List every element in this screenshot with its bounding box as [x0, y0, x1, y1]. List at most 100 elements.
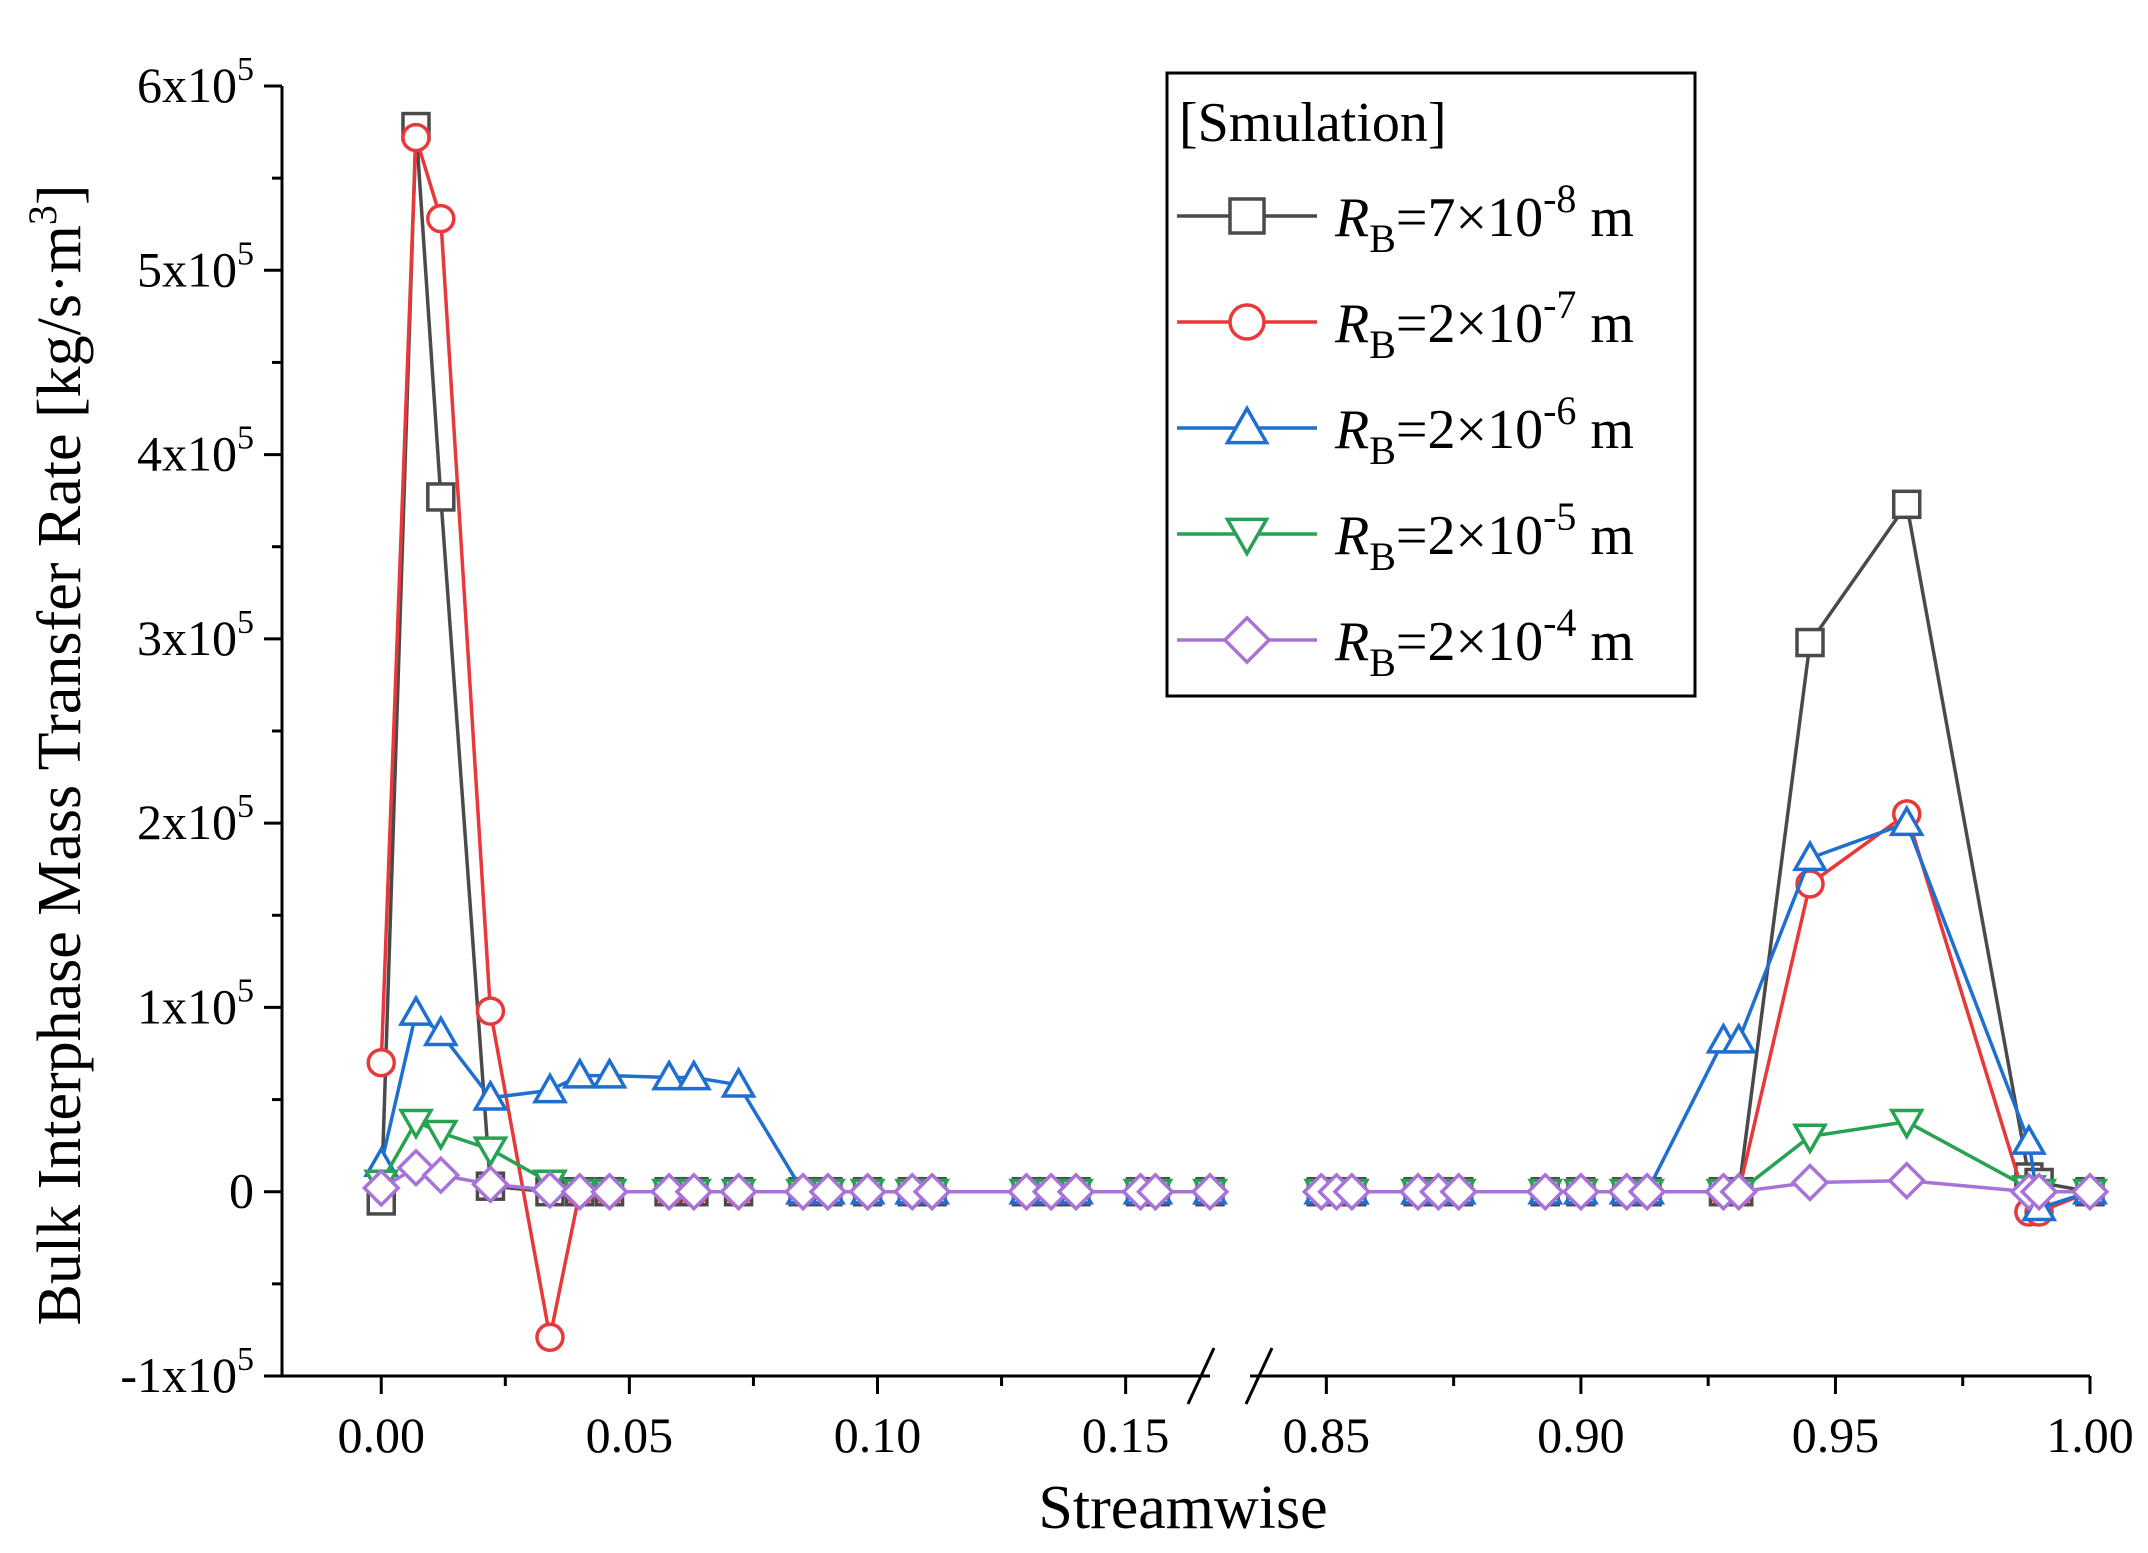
y-tick-label: 0	[229, 1163, 254, 1219]
legend-label-eq: =2×10	[1396, 505, 1543, 567]
y-tick-mantissa: 1x10	[137, 978, 237, 1034]
data-point	[719, 1172, 758, 1212]
legend-label-unit: m	[1576, 611, 1634, 673]
x-tick-label: 0.85	[1283, 1407, 1371, 1463]
x-axis-title: Streamwise	[1038, 1474, 1327, 1542]
data-point	[912, 1172, 952, 1212]
x-tick-label: 0.05	[586, 1407, 674, 1463]
data-point	[398, 1108, 434, 1141]
legend-label-sub: B	[1369, 428, 1396, 473]
y-tick-mantissa: 2x10	[137, 794, 237, 850]
y-tick-mantissa: 3x10	[137, 610, 237, 666]
y-axis-title-sup: 3	[20, 205, 65, 225]
data-point	[530, 1170, 570, 1210]
y-tick-label: -1x105	[120, 1341, 254, 1403]
legend-entry: RB=2×10-5 m	[1177, 494, 1634, 579]
tick-labels: 6x1055x1054x1053x1052x1051x1050-1x1050.0…	[120, 51, 2133, 1463]
data-point	[1792, 839, 1828, 872]
data-point	[560, 1172, 600, 1212]
data-point	[1719, 1172, 1759, 1212]
data-point	[651, 1058, 688, 1091]
data-point	[421, 1155, 461, 1195]
axis-break-mark	[1186, 1347, 1216, 1405]
data-point	[475, 996, 506, 1026]
y-tick-mantissa: -1x10	[120, 1347, 237, 1403]
data-point	[1332, 1172, 1372, 1212]
data-point	[366, 1047, 397, 1078]
legend-label-symbol: R	[1334, 293, 1369, 355]
data-point	[561, 1057, 598, 1089]
legend-label-unit: m	[1576, 187, 1634, 249]
y-tick-mantissa: 6x10	[137, 57, 237, 113]
y-tick-exponent: 5	[237, 51, 254, 88]
data-point	[808, 1172, 848, 1212]
legend-label-symbol: R	[1334, 611, 1369, 673]
y-tick-label: 3x105	[137, 604, 254, 666]
y-tick-exponent: 5	[237, 604, 254, 641]
legend-box	[1165, 71, 1697, 698]
legend-entry: RB=2×10-4 m	[1177, 600, 1634, 685]
y-tick-label: 6x105	[137, 51, 254, 113]
data-point	[426, 482, 456, 512]
data-point	[1790, 1163, 1830, 1202]
data-point	[1792, 1123, 1828, 1155]
y-axis-title: Bulk Interphase Mass Transfer Rate [kg/s…	[20, 184, 94, 1325]
axis-break-mark	[1244, 1347, 1274, 1405]
data-point	[674, 1172, 714, 1212]
y-tick-exponent: 5	[237, 788, 254, 825]
legend-label-exp: -4	[1543, 600, 1576, 645]
y-tick-exponent: 5	[237, 1341, 254, 1378]
legend-label-sub: B	[1369, 322, 1396, 367]
x-tick-label: 0.10	[834, 1407, 922, 1463]
legend-label-unit: m	[1576, 505, 1634, 567]
y-tick-exponent: 5	[237, 420, 254, 457]
data-point	[401, 122, 431, 153]
series-layer	[361, 111, 2110, 1353]
legend-label-symbol: R	[1334, 399, 1369, 461]
legend-marker	[1224, 404, 1270, 445]
data-point	[1439, 1172, 1479, 1212]
data-point	[426, 203, 456, 234]
legend-label: RB=7×10-8 m	[1334, 176, 1634, 261]
data-point	[535, 1322, 565, 1353]
data-point	[361, 1168, 401, 1208]
legend-label-sub: B	[1369, 640, 1396, 685]
legend-marker	[1224, 517, 1270, 558]
legend: [Smulation]RB=7×10-8 mRB=2×10-7 mRB=2×10…	[1165, 71, 1697, 698]
legend-entry: RB=2×10-7 m	[1177, 282, 1634, 367]
legend-label-symbol: R	[1334, 187, 1369, 249]
data-point	[1190, 1172, 1230, 1212]
legend-label-eq: =2×10	[1396, 399, 1543, 461]
data-point	[1136, 1172, 1175, 1212]
x-tick-label: 0.90	[1537, 1407, 1625, 1463]
y-tick-mantissa: 0	[229, 1163, 254, 1219]
data-point	[1891, 489, 1922, 520]
x-tick-label: 0.00	[338, 1407, 426, 1463]
data-point	[1888, 804, 1925, 837]
legend-marker	[1228, 303, 1266, 341]
data-point	[1795, 627, 1825, 658]
y-tick-mantissa: 5x10	[137, 241, 237, 297]
data-point	[422, 1014, 459, 1047]
data-point	[848, 1172, 887, 1212]
legend-entry: RB=7×10-8 m	[1177, 176, 1634, 261]
y-tick-exponent: 5	[237, 972, 254, 1009]
data-point	[1525, 1172, 1565, 1212]
legend-label-exp: -7	[1543, 282, 1576, 327]
data-point	[591, 1057, 628, 1089]
y-tick-label: 5x105	[137, 235, 254, 297]
legend-entry: RB=2×10-6 m	[1177, 388, 1634, 473]
data-point	[1056, 1172, 1096, 1212]
legend-label-eq: =2×10	[1396, 293, 1543, 355]
data-point	[2019, 1172, 2059, 1212]
data-point	[1561, 1172, 1601, 1212]
legend-label-eq: =2×10	[1396, 611, 1543, 673]
data-point	[2010, 1123, 2047, 1155]
legend-label: RB=2×10-5 m	[1334, 494, 1634, 579]
y-tick-exponent: 5	[237, 235, 254, 272]
legend-label-unit: m	[1576, 293, 1634, 355]
legend-label-sub: B	[1369, 216, 1396, 261]
y-tick-label: 4x105	[137, 420, 254, 482]
legend-label-unit: m	[1576, 399, 1634, 461]
